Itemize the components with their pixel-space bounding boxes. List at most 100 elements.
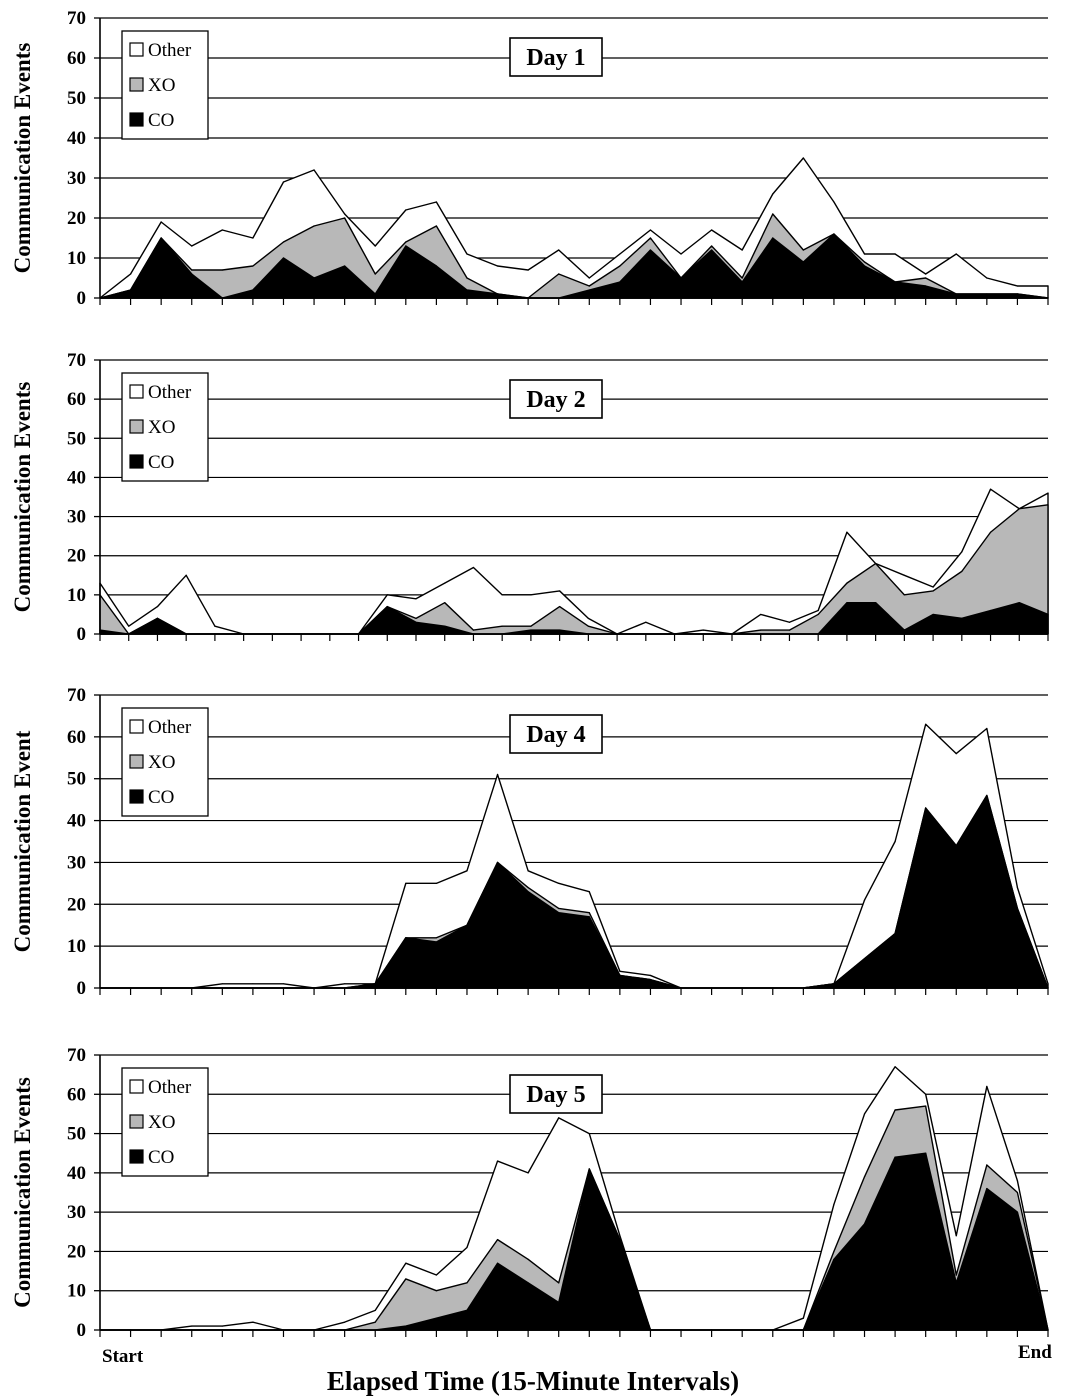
data-point-other	[191, 245, 193, 247]
data-point-other	[405, 209, 407, 211]
data-point-xo	[587, 625, 589, 627]
data-point-other	[466, 1246, 468, 1249]
data-point-co	[875, 602, 877, 604]
data-point-xo	[558, 273, 560, 275]
data-point-other	[344, 1321, 346, 1323]
y-tick-label: 50	[67, 88, 86, 109]
data-point-other	[466, 870, 468, 872]
legend-swatch-other	[129, 1079, 144, 1094]
legend-label-other: Other	[148, 40, 192, 61]
data-point-other	[711, 229, 713, 231]
y-tick-label: 30	[67, 168, 86, 189]
y-tick-label: 20	[67, 1241, 86, 1262]
data-point-other	[989, 488, 992, 490]
data-point-other	[472, 566, 475, 569]
y-tick-label: 40	[67, 1163, 86, 1184]
data-point-other	[903, 574, 905, 576]
legend-label-co: CO	[148, 452, 174, 473]
data-point-other	[619, 970, 621, 972]
data-point-other	[466, 253, 468, 255]
x-axis-title: Elapsed Time (15-Minute Intervals)	[326, 1366, 740, 1396]
data-point-xo	[863, 1176, 866, 1178]
data-point-co	[863, 958, 866, 960]
data-point-other	[435, 882, 437, 884]
data-point-other	[833, 201, 835, 203]
legend-swatch-xo	[129, 754, 144, 769]
chart-panel-2: 0 10 20 30 40 50 60 70 Communication Events Day 2…	[10, 350, 1049, 645]
data-point-xo	[221, 269, 223, 271]
data-point-xo	[282, 241, 285, 243]
data-point-xo	[817, 613, 819, 616]
data-point-other	[788, 621, 791, 623]
data-point-xo	[405, 241, 407, 243]
data-point-co	[932, 613, 934, 616]
y-tick-label: 0	[77, 1320, 87, 1341]
data-point-other	[444, 582, 446, 584]
data-point-other	[501, 594, 503, 596]
data-point-xo	[711, 245, 713, 247]
data-point-other	[527, 269, 529, 271]
data-point-other	[496, 265, 499, 267]
data-point-co	[405, 1325, 407, 1327]
data-point-co	[435, 265, 437, 267]
data-point-xo	[833, 1250, 835, 1253]
data-point-xo	[989, 531, 992, 533]
data-point-xo	[1047, 504, 1049, 506]
legend-label-xo: XO	[148, 752, 175, 773]
data-point-other	[863, 899, 866, 901]
data-point-co	[833, 233, 835, 235]
data-point-other	[925, 1093, 927, 1095]
data-point-co	[846, 602, 848, 604]
y-tick-label: 10	[67, 936, 86, 957]
data-point-co	[802, 261, 804, 263]
data-point-xo	[772, 213, 774, 215]
legend-label-other: Other	[148, 1077, 192, 1098]
data-point-other	[863, 253, 866, 255]
data-point-xo	[955, 1274, 957, 1276]
data-point-co	[344, 265, 346, 267]
data-point-other	[344, 213, 346, 215]
data-point-co	[833, 983, 835, 985]
legend-swatch-co	[129, 789, 144, 804]
data-point-other	[496, 1160, 499, 1162]
data-point-other	[558, 249, 560, 251]
data-point-other	[894, 840, 896, 843]
data-point-other	[374, 245, 376, 247]
data-point-co	[496, 1262, 499, 1264]
data-point-co	[925, 807, 927, 809]
data-point-co	[961, 617, 963, 619]
y-tick-label: 10	[67, 248, 86, 269]
data-point-xo	[846, 582, 848, 584]
y-axis-label: Communication Events	[10, 1077, 35, 1308]
data-point-xo	[1016, 1191, 1019, 1194]
data-point-xo	[527, 886, 529, 889]
y-tick-label: 20	[67, 894, 86, 915]
data-point-xo	[986, 1164, 988, 1166]
data-point-co	[435, 1317, 437, 1319]
legend-label-xo: XO	[148, 1112, 175, 1133]
data-point-other	[558, 1117, 560, 1119]
data-point-co	[558, 1301, 560, 1304]
data-point-other	[588, 277, 590, 279]
y-axis-label: Communication Events	[10, 43, 35, 274]
data-point-xo	[802, 249, 804, 251]
data-point-xo	[741, 277, 743, 279]
legend-label-co: CO	[148, 1147, 174, 1168]
chart-title-box	[509, 379, 603, 419]
legend-swatch-xo	[129, 419, 144, 434]
data-point-other	[185, 574, 187, 576]
data-point-other	[986, 1085, 988, 1088]
y-tick-label: 30	[67, 1202, 86, 1223]
data-point-other	[1016, 285, 1019, 287]
data-point-co	[619, 281, 621, 283]
data-point-co	[558, 912, 560, 914]
data-point-co	[530, 629, 532, 631]
data-point-co	[405, 245, 407, 247]
y-tick-label: 10	[67, 585, 86, 606]
data-point-xo	[466, 277, 468, 279]
legend-swatch-co	[129, 1149, 144, 1164]
data-point-xo	[894, 1109, 896, 1111]
data-point-other	[772, 193, 774, 195]
data-point-other	[955, 753, 957, 755]
